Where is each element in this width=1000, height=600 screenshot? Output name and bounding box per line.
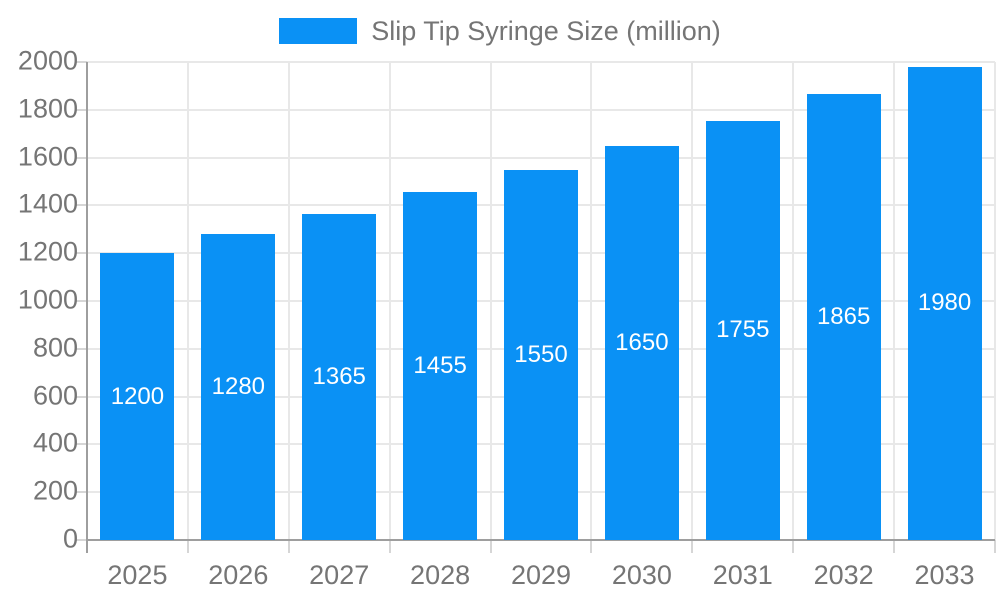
- bar-2025[interactable]: [100, 253, 175, 540]
- gridline-vertical: [590, 62, 593, 540]
- bar-2029[interactable]: [504, 169, 578, 540]
- y-axis-tick: [75, 443, 87, 446]
- gridline-vertical: [489, 62, 492, 540]
- y-axis-label: 1600: [17, 141, 78, 172]
- bar-value-label: 1980: [917, 289, 972, 317]
- x-axis-tick: [86, 540, 88, 553]
- y-axis-tick: [75, 491, 87, 494]
- x-axis-label: 2030: [611, 560, 672, 590]
- x-axis-tick: [691, 540, 694, 553]
- y-axis-tick: [75, 252, 87, 255]
- bar-value-label: 1455: [413, 352, 467, 380]
- legend-label: Slip Tip Syringe Size (million): [371, 15, 721, 46]
- y-axis-tick: [75, 61, 87, 63]
- x-axis-tick: [893, 540, 896, 553]
- y-axis-label: 2000: [17, 45, 78, 76]
- gridline-horizontal: [87, 61, 995, 63]
- y-axis-label: 600: [32, 380, 78, 411]
- x-axis-label: 2026: [208, 560, 269, 590]
- bar-2033[interactable]: [907, 66, 982, 540]
- x-axis-tick: [388, 540, 391, 553]
- legend[interactable]: Slip Tip Syringe Size (million): [0, 12, 1000, 50]
- gridline-vertical: [994, 62, 996, 540]
- bar-2026[interactable]: [201, 234, 276, 540]
- y-axis-tick: [75, 300, 87, 302]
- x-axis-label: 2025: [107, 560, 168, 590]
- y-axis-label: 1200: [17, 236, 78, 267]
- gridline-vertical: [691, 62, 694, 540]
- y-axis-tick: [75, 539, 87, 541]
- x-axis-label: 2032: [813, 560, 874, 590]
- y-axis-line: [86, 62, 88, 540]
- gridline-horizontal: [87, 108, 995, 111]
- gridline-vertical: [893, 62, 896, 540]
- x-axis-line: [87, 539, 995, 541]
- y-axis-label: 400: [32, 428, 78, 459]
- y-axis-label: 200: [32, 475, 78, 506]
- bar-2027[interactable]: [302, 213, 377, 540]
- bar-value-label: 1280: [211, 373, 266, 401]
- gridline-vertical: [287, 62, 290, 540]
- gridline-horizontal: [87, 156, 995, 159]
- y-axis-label: 1800: [17, 93, 78, 124]
- x-axis-label: 2027: [309, 560, 370, 590]
- x-axis-tick: [590, 540, 593, 553]
- y-axis-label: 800: [32, 332, 78, 363]
- y-axis-tick: [75, 395, 87, 398]
- gridline-vertical: [388, 62, 391, 540]
- x-axis-tick: [186, 540, 189, 553]
- x-axis-label: 2028: [410, 560, 471, 590]
- bar-value-label: 1755: [716, 316, 770, 344]
- bar-value-label: 1865: [816, 303, 871, 331]
- bar-2031[interactable]: [705, 120, 780, 540]
- gridline-vertical: [792, 62, 795, 540]
- x-axis-tick: [489, 540, 492, 553]
- bar-value-label: 1650: [615, 328, 669, 356]
- bar-value-label: 1550: [514, 340, 568, 368]
- bar-2030[interactable]: [604, 145, 679, 540]
- bar-value-label: 1365: [312, 362, 366, 390]
- x-axis-tick: [994, 540, 996, 553]
- y-axis-tick: [75, 108, 87, 111]
- y-axis-label: 1000: [17, 284, 78, 315]
- y-axis-label: 0: [62, 523, 78, 554]
- y-axis-tick: [75, 204, 87, 207]
- legend-swatch: [279, 18, 358, 44]
- x-axis-label: 2029: [510, 560, 572, 590]
- y-axis-label: 1400: [17, 189, 78, 220]
- bar-value-label: 1200: [110, 382, 165, 410]
- y-axis-tick: [75, 156, 87, 159]
- bar-2032[interactable]: [806, 94, 881, 540]
- bar-2028[interactable]: [403, 192, 478, 540]
- x-axis-label: 2031: [712, 560, 773, 590]
- y-axis-tick: [75, 347, 87, 350]
- x-axis-label: 2033: [914, 560, 975, 590]
- gridline-vertical: [186, 62, 189, 540]
- x-axis-tick: [792, 540, 795, 553]
- x-axis-tick: [287, 540, 290, 553]
